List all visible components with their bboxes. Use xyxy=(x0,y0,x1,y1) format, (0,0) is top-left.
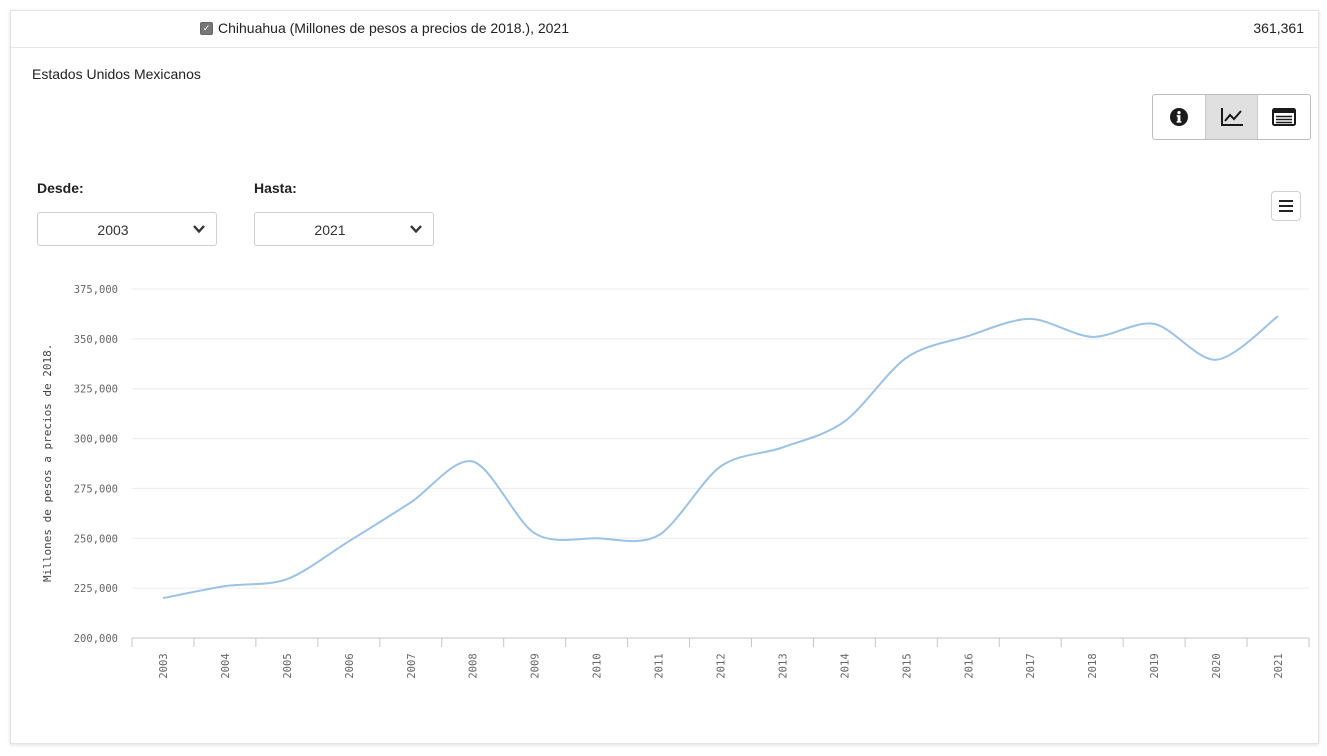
data-point xyxy=(1275,313,1281,319)
y-axis-title: Millones de pesos a precios de 2018. xyxy=(41,344,54,582)
data-point xyxy=(594,535,600,541)
from-year-select[interactable]: 2003 xyxy=(37,212,217,246)
x-tick-label: 2008 xyxy=(468,653,480,678)
x-tick-label: 2013 xyxy=(777,653,789,678)
x-tick-label: 2021 xyxy=(1273,653,1285,678)
x-tick-label: 2004 xyxy=(220,653,232,678)
region-title: Estados Unidos Mexicanos xyxy=(32,66,201,82)
x-tick-label: 2014 xyxy=(839,653,851,678)
data-point xyxy=(1027,316,1033,322)
from-year-value: 2003 xyxy=(97,222,129,238)
to-label: Hasta: xyxy=(254,180,297,196)
x-tick-label: 2007 xyxy=(406,653,418,678)
x-tick-label: 2011 xyxy=(654,653,666,678)
x-tick-label: 2010 xyxy=(592,653,604,678)
data-point xyxy=(903,355,909,361)
line-chart-icon xyxy=(1220,108,1243,126)
x-tick-label: 2005 xyxy=(282,653,294,678)
series-header-row: ✓ Chihuahua (Millones de pesos a precios… xyxy=(11,11,1318,48)
info-button[interactable] xyxy=(1153,95,1206,139)
y-tick-label: 325,000 xyxy=(74,384,118,396)
chart-axes: 200,000 225,000 250,000 275,000 300,000 325,0… xyxy=(74,284,1310,679)
data-point xyxy=(160,595,166,601)
x-tick-label: 2003 xyxy=(158,653,170,678)
x-tick-label: 2020 xyxy=(1211,653,1223,678)
x-tick-label: 2006 xyxy=(344,653,356,678)
series-value: 361,361 xyxy=(1253,20,1304,36)
y-tick-label: 250,000 xyxy=(74,533,118,545)
to-year-select[interactable]: 2021 xyxy=(254,212,434,246)
data-point xyxy=(1151,321,1157,327)
chevron-down-icon xyxy=(410,225,422,234)
info-icon xyxy=(1169,108,1188,126)
y-tick-label: 350,000 xyxy=(74,334,118,346)
to-year-value: 2021 xyxy=(314,222,346,238)
series-label: Chihuahua (Millones de pesos a precios d… xyxy=(218,20,570,36)
series-checkbox[interactable]: ✓ xyxy=(200,22,213,35)
hamburger-icon xyxy=(1279,200,1293,212)
indicator-panel: ✓ Chihuahua (Millones de pesos a precios… xyxy=(10,10,1319,744)
chart-menu-button[interactable] xyxy=(1271,191,1301,221)
series-line xyxy=(162,315,1279,600)
data-point xyxy=(1089,334,1095,340)
y-tick-label: 375,000 xyxy=(74,284,118,296)
y-tick-label: 225,000 xyxy=(74,583,118,595)
x-tick-label: 2019 xyxy=(1149,653,1161,678)
x-tick-label: 2016 xyxy=(963,653,975,678)
chart-series xyxy=(160,313,1281,601)
data-point xyxy=(284,576,290,582)
chart-gridlines xyxy=(132,288,1309,589)
data-point xyxy=(222,583,228,589)
chart-view-button[interactable] xyxy=(1205,95,1259,139)
data-point xyxy=(408,499,414,505)
table-icon xyxy=(1272,108,1297,126)
data-point xyxy=(779,445,785,451)
data-point xyxy=(965,333,971,339)
data-point xyxy=(656,532,662,538)
table-view-button[interactable] xyxy=(1258,95,1310,139)
chevron-down-icon xyxy=(193,225,205,234)
data-point xyxy=(718,463,724,469)
from-label: Desde: xyxy=(37,180,84,196)
view-toggle-group xyxy=(1152,94,1311,140)
data-point xyxy=(346,538,352,544)
x-tick-label: 2017 xyxy=(1025,653,1037,678)
data-point xyxy=(470,459,476,465)
data-point xyxy=(532,530,538,536)
y-tick-label: 300,000 xyxy=(74,434,118,446)
x-tick-label: 2012 xyxy=(716,653,728,678)
x-tick-label: 2018 xyxy=(1087,653,1099,678)
x-tick-label: 2009 xyxy=(530,653,542,678)
data-point xyxy=(1213,357,1219,363)
y-tick-label: 275,000 xyxy=(74,483,118,495)
y-tick-label: 200,000 xyxy=(74,633,118,645)
x-tick-label: 2015 xyxy=(901,653,913,678)
data-point xyxy=(841,419,847,425)
